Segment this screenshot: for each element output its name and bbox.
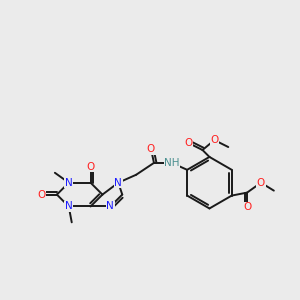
Text: NH: NH (164, 158, 179, 168)
Text: O: O (86, 162, 95, 172)
Text: O: O (243, 202, 251, 212)
Text: O: O (210, 135, 218, 145)
Text: N: N (114, 178, 122, 188)
Text: N: N (65, 202, 73, 212)
Text: N: N (106, 202, 114, 212)
Text: O: O (147, 144, 155, 154)
Text: O: O (257, 178, 265, 188)
Text: O: O (184, 138, 193, 148)
Text: O: O (37, 190, 45, 200)
Text: N: N (65, 178, 73, 188)
